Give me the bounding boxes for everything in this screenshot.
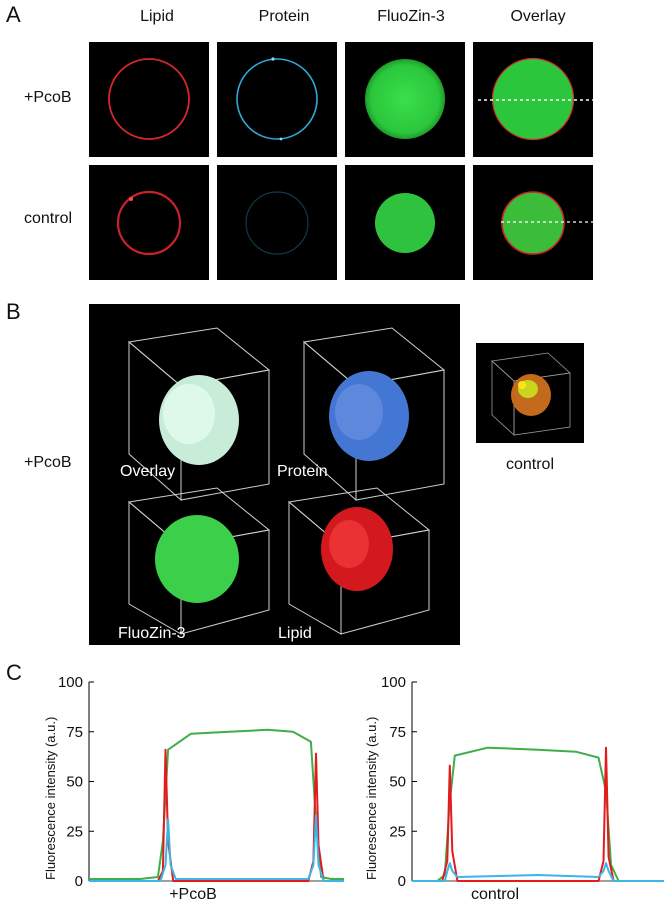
- series-line: [412, 862, 664, 882]
- tile-control-protein: [217, 165, 337, 280]
- box-fluozin: [127, 487, 271, 635]
- series-line: [412, 746, 664, 882]
- column-label-lipid: Lipid: [140, 8, 174, 25]
- y-tick-label: 75: [66, 724, 83, 741]
- box-label-fluozin: FluoZin-3: [118, 625, 186, 642]
- column-label-protein: Protein: [258, 8, 310, 25]
- y-tick-label: 0: [398, 873, 406, 890]
- box-label-lipid: Lipid: [278, 625, 312, 642]
- control-3d-label: control: [505, 456, 555, 473]
- y-tick-label: 75: [389, 724, 406, 741]
- series-line: [89, 728, 344, 880]
- box-protein: [302, 327, 446, 502]
- panel-b-letter: B: [6, 299, 21, 324]
- column-label-fluozin: FluoZin-3: [377, 8, 445, 25]
- tile-control-lipid: [89, 165, 209, 280]
- box-label-protein: Protein: [277, 463, 328, 480]
- series-line: [412, 746, 664, 882]
- y-tick-label: 100: [381, 674, 406, 691]
- column-label-overlay: Overlay: [510, 8, 566, 25]
- chart-left-ylabel: Fluorescence intensity (a.u.): [43, 716, 58, 880]
- box-label-overlay: Overlay: [120, 463, 176, 480]
- box-overlay: [127, 327, 271, 502]
- series-line: [89, 748, 344, 882]
- tile-pcob-fluozin: [345, 42, 465, 157]
- y-tick-label: 0: [75, 873, 83, 890]
- y-tick-label: 25: [389, 823, 406, 840]
- panel-a-letter: A: [6, 2, 21, 27]
- chart-right-xlabel: control: [470, 886, 520, 903]
- tile-control-fluozin: [345, 165, 465, 280]
- series-line: [89, 814, 344, 882]
- tile-pcob-protein: [217, 42, 337, 157]
- panel-b-image: Overlay Protein FluoZin-3 Lipid: [89, 304, 460, 645]
- y-tick-label: 25: [66, 823, 83, 840]
- panel-c-letter: C: [6, 660, 22, 685]
- tile-control-overlay: [473, 165, 593, 280]
- y-tick-label: 50: [66, 774, 83, 791]
- chart-left-xlabel: +PcoB: [169, 886, 217, 903]
- box-lipid: [287, 487, 431, 635]
- tile-pcob-lipid: [89, 42, 209, 157]
- y-tick-label: 50: [389, 774, 406, 791]
- chart-right-ylabel: Fluorescence intensity (a.u.): [364, 716, 379, 880]
- tile-pcob-overlay: [473, 42, 593, 157]
- y-tick-label: 100: [58, 674, 83, 691]
- control-3d-image: [476, 343, 584, 443]
- panel-b-row-label: +PcoB: [24, 454, 72, 471]
- line-charts: 0 25 50 75 100 0 25 50 75 100: [58, 674, 664, 890]
- row-label-pcob: +PcoB: [24, 89, 72, 106]
- row-label-control: control: [24, 210, 73, 227]
